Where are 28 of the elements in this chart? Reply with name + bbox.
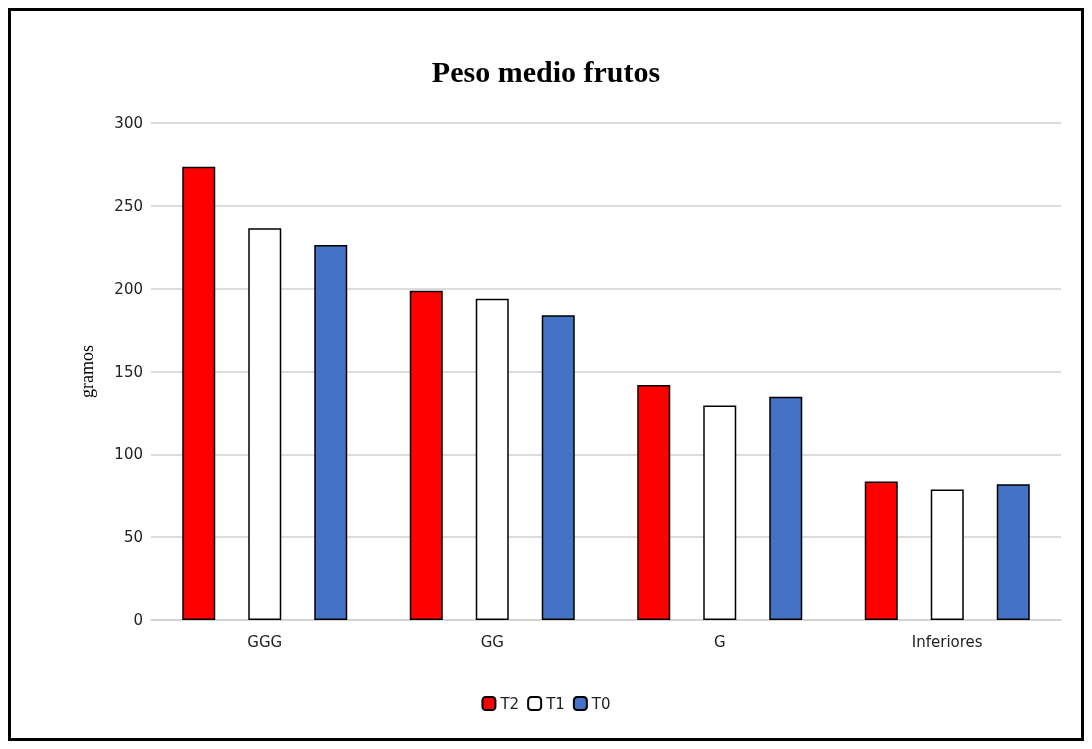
y-tick-label: 50	[123, 528, 143, 547]
x-tick-label: GGG	[247, 632, 283, 651]
bar	[703, 405, 737, 620]
y-tick-label: 100	[114, 445, 143, 464]
bar	[314, 245, 348, 620]
bar	[409, 290, 443, 620]
legend-label: T0	[590, 694, 611, 713]
bar	[182, 166, 216, 620]
y-tick-label: 300	[114, 114, 143, 132]
bar	[864, 481, 898, 620]
y-tick-label: 0	[133, 611, 143, 629]
bar	[541, 315, 575, 620]
y-axis-title: gramos	[77, 345, 97, 398]
bar	[637, 384, 671, 620]
x-tick-label: G	[713, 632, 726, 651]
bar	[475, 298, 509, 620]
bar	[930, 489, 964, 620]
bar	[996, 484, 1030, 620]
x-tick-label: Inferiores	[911, 632, 983, 651]
chart-title: Peso medio frutos	[431, 54, 661, 88]
bar	[769, 396, 803, 620]
legend-label: T1	[545, 694, 565, 713]
y-tick-label: 150	[114, 362, 143, 381]
y-tick-label: 250	[114, 196, 143, 215]
legend-label: T2	[499, 694, 520, 713]
y-tick-label: 200	[114, 279, 143, 298]
x-tick-label: GG	[480, 632, 504, 651]
bar	[248, 228, 282, 620]
